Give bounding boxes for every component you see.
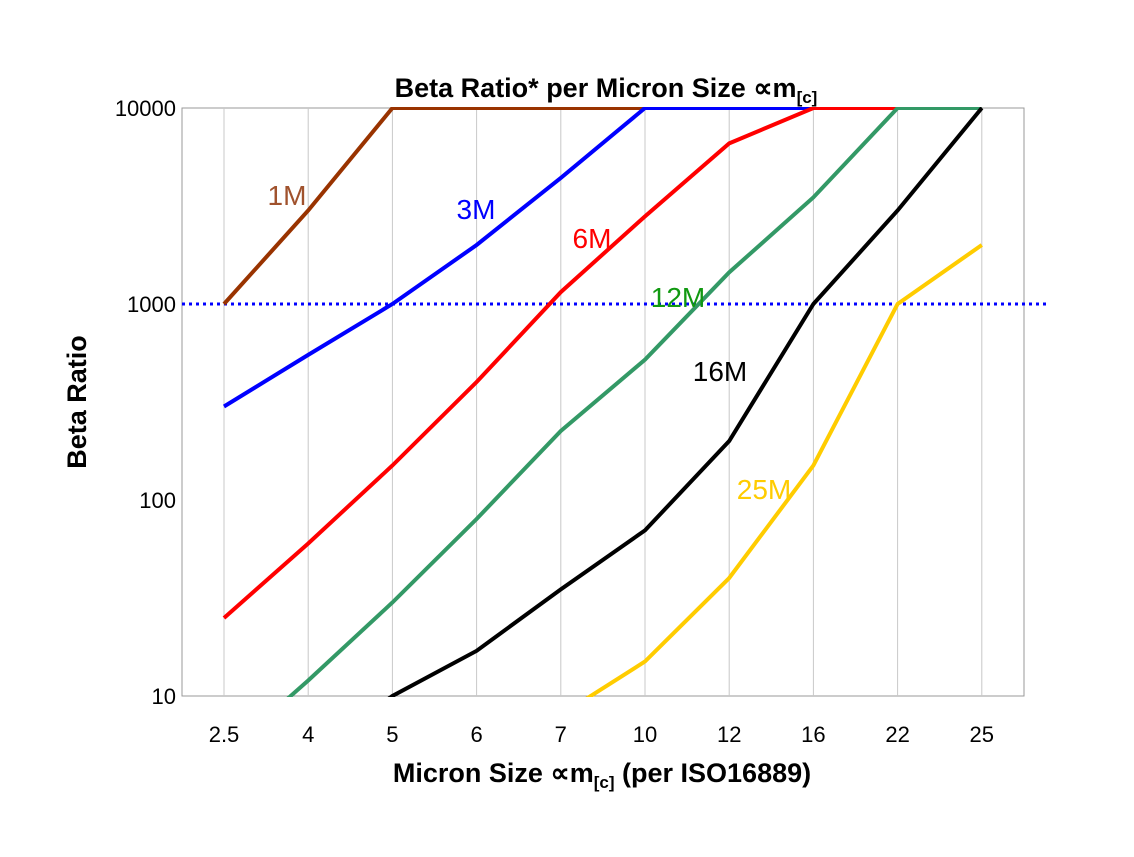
y-tick-label: 100: [139, 488, 176, 513]
y-tick-labels: 10 100 1000 10000: [115, 96, 176, 709]
x-tick-label: 5: [386, 722, 398, 747]
x-tick-labels: 2.5 4 5 6 7 10 12 16 22 25: [209, 722, 994, 747]
series-line-16M: [387, 107, 984, 697]
series-line-25M: [585, 243, 983, 697]
series-group: [222, 107, 984, 697]
x-axis-label: Micron Size ∝m[c] (per ISO16889): [393, 758, 811, 792]
x-tick-label: 12: [717, 722, 741, 747]
chart-title: Beta Ratio* per Micron Size ∝m[c]: [395, 73, 818, 107]
x-tick-label: 16: [801, 722, 825, 747]
x-tick-label: 7: [555, 722, 567, 747]
plot-area: [181, 107, 1025, 697]
series-line-6M: [222, 107, 982, 620]
series-label-3M: 3M: [457, 194, 496, 225]
y-tick-label: 1000: [127, 292, 176, 317]
x-tick-label: 6: [470, 722, 482, 747]
x-tick-label: 25: [970, 722, 994, 747]
series-labels: 1M 3M 6M 12M 16M 25M: [268, 180, 792, 505]
x-tick-label: 2.5: [209, 722, 240, 747]
series-label-16M: 16M: [693, 356, 747, 387]
y-tick-label: 10000: [115, 96, 176, 121]
series-label-6M: 6M: [573, 223, 612, 254]
y-tick-label: 10: [152, 684, 176, 709]
y-axis-label: Beta Ratio: [62, 335, 92, 469]
x-tick-label: 22: [885, 722, 909, 747]
grid-lines: [223, 108, 983, 696]
x-tick-label: 10: [633, 722, 657, 747]
series-line-12M: [286, 107, 982, 697]
series-label-12M: 12M: [651, 282, 705, 313]
x-tick-label: 4: [302, 722, 314, 747]
series-label-1M: 1M: [268, 180, 307, 211]
series-label-25M: 25M: [737, 474, 791, 505]
